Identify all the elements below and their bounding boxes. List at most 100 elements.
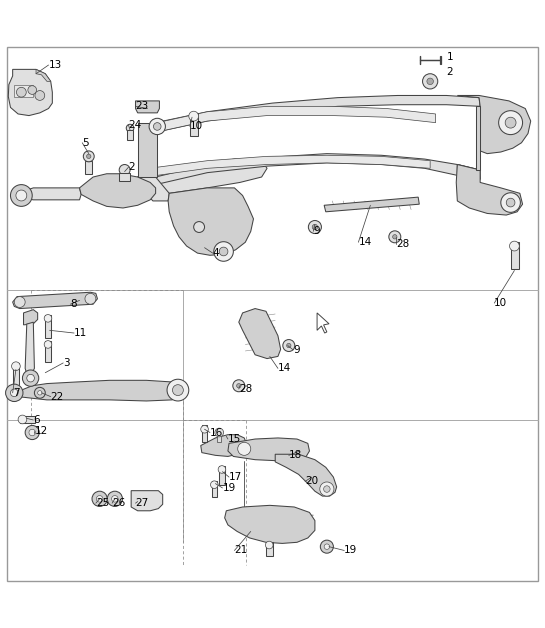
Polygon shape bbox=[17, 188, 81, 200]
Circle shape bbox=[38, 391, 42, 395]
Polygon shape bbox=[186, 197, 246, 242]
Text: 4: 4 bbox=[213, 248, 219, 258]
Text: 7: 7 bbox=[13, 388, 19, 398]
Bar bbox=[13, 363, 19, 391]
Circle shape bbox=[215, 428, 223, 437]
Polygon shape bbox=[25, 322, 34, 374]
Bar bbox=[127, 130, 134, 140]
Polygon shape bbox=[228, 438, 310, 461]
Polygon shape bbox=[156, 95, 480, 132]
Polygon shape bbox=[11, 381, 181, 401]
Text: 12: 12 bbox=[34, 426, 47, 436]
Text: 28: 28 bbox=[239, 384, 252, 394]
Circle shape bbox=[83, 151, 94, 162]
Circle shape bbox=[96, 495, 103, 502]
Circle shape bbox=[10, 389, 18, 397]
Circle shape bbox=[193, 222, 204, 232]
Circle shape bbox=[16, 87, 26, 97]
Polygon shape bbox=[138, 177, 169, 201]
Bar bbox=[511, 242, 519, 269]
Circle shape bbox=[107, 491, 123, 506]
Bar bbox=[190, 113, 198, 136]
Text: 18: 18 bbox=[289, 450, 302, 460]
Circle shape bbox=[10, 185, 32, 207]
Polygon shape bbox=[324, 197, 419, 212]
Circle shape bbox=[126, 124, 134, 132]
Text: 19: 19 bbox=[344, 546, 358, 556]
Circle shape bbox=[218, 466, 226, 474]
Circle shape bbox=[233, 380, 245, 392]
Text: 19: 19 bbox=[222, 483, 236, 493]
Circle shape bbox=[44, 340, 52, 349]
Circle shape bbox=[499, 111, 523, 134]
Text: 11: 11 bbox=[74, 328, 87, 338]
Text: 20: 20 bbox=[305, 477, 318, 487]
Polygon shape bbox=[138, 154, 480, 185]
Bar bbox=[219, 466, 225, 485]
Bar bbox=[266, 543, 272, 556]
Circle shape bbox=[85, 293, 96, 304]
Circle shape bbox=[210, 481, 218, 489]
Text: 1: 1 bbox=[446, 52, 453, 62]
Circle shape bbox=[510, 241, 519, 251]
Circle shape bbox=[219, 247, 228, 256]
Circle shape bbox=[11, 362, 20, 371]
Circle shape bbox=[312, 224, 318, 230]
Text: 6: 6 bbox=[33, 415, 40, 425]
Circle shape bbox=[201, 425, 208, 433]
Polygon shape bbox=[275, 454, 337, 496]
Circle shape bbox=[22, 370, 39, 386]
Text: 14: 14 bbox=[359, 237, 372, 247]
Text: 3: 3 bbox=[63, 358, 70, 368]
Circle shape bbox=[427, 78, 433, 85]
Circle shape bbox=[16, 190, 27, 201]
Text: 13: 13 bbox=[49, 60, 62, 70]
Bar bbox=[119, 173, 130, 181]
Circle shape bbox=[324, 486, 330, 492]
Polygon shape bbox=[136, 101, 160, 113]
Circle shape bbox=[112, 495, 118, 502]
Polygon shape bbox=[456, 165, 523, 215]
Bar bbox=[20, 416, 35, 423]
Circle shape bbox=[237, 384, 241, 388]
Circle shape bbox=[44, 315, 52, 322]
Circle shape bbox=[422, 73, 438, 89]
Text: 21: 21 bbox=[234, 546, 247, 556]
Circle shape bbox=[172, 385, 183, 396]
Circle shape bbox=[506, 198, 515, 207]
Circle shape bbox=[189, 111, 198, 121]
Bar bbox=[14, 85, 33, 97]
Text: 8: 8 bbox=[70, 299, 77, 309]
Circle shape bbox=[29, 430, 35, 436]
Text: 15: 15 bbox=[228, 434, 241, 444]
Circle shape bbox=[34, 387, 45, 398]
Text: 25: 25 bbox=[96, 498, 109, 508]
Bar bbox=[202, 425, 207, 441]
Text: 10: 10 bbox=[190, 121, 203, 131]
Polygon shape bbox=[138, 159, 267, 193]
Polygon shape bbox=[8, 69, 52, 116]
Polygon shape bbox=[239, 308, 281, 359]
Circle shape bbox=[320, 540, 334, 553]
Circle shape bbox=[154, 122, 161, 130]
Text: 23: 23 bbox=[136, 101, 149, 111]
Circle shape bbox=[14, 296, 25, 308]
Polygon shape bbox=[168, 188, 253, 256]
Circle shape bbox=[92, 491, 107, 506]
Text: 14: 14 bbox=[278, 364, 291, 374]
Text: 9: 9 bbox=[293, 345, 300, 355]
Polygon shape bbox=[13, 292, 98, 308]
Text: 26: 26 bbox=[112, 498, 125, 508]
Circle shape bbox=[238, 442, 251, 455]
Circle shape bbox=[28, 85, 37, 94]
Polygon shape bbox=[158, 155, 430, 175]
Circle shape bbox=[505, 117, 516, 128]
Text: 2: 2 bbox=[129, 162, 135, 172]
Circle shape bbox=[308, 220, 322, 234]
Circle shape bbox=[18, 415, 27, 424]
Polygon shape bbox=[138, 122, 158, 177]
Bar bbox=[217, 435, 221, 442]
Text: 22: 22 bbox=[51, 392, 64, 402]
Text: 16: 16 bbox=[210, 428, 223, 438]
Polygon shape bbox=[158, 106, 435, 132]
